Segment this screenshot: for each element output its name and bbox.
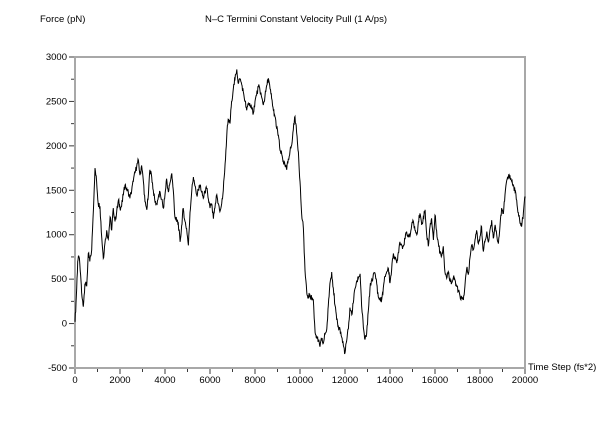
x-tick-label: 2000 [109, 375, 130, 386]
x-tick-label: 18000 [467, 375, 493, 386]
x-tick-label: 10000 [287, 375, 313, 386]
y-tick-label: 2000 [46, 141, 67, 152]
y-tick-label: 1500 [46, 185, 67, 196]
plot-frame [74, 56, 526, 369]
x-tick-label: 6000 [199, 375, 220, 386]
x-tick-label: 8000 [244, 375, 265, 386]
x-tick-label: 16000 [422, 375, 448, 386]
x-axis-title: Time Step (fs*2) [528, 362, 597, 373]
y-tick-label: 0 [62, 319, 67, 330]
y-tick-label: 3000 [46, 52, 67, 63]
y-axis-title: Force (pN) [40, 14, 86, 25]
y-tick-label: 2500 [46, 96, 67, 107]
x-tick-label: 0 [72, 375, 77, 386]
force-curve [74, 69, 526, 355]
x-tick-label: 20000 [512, 375, 538, 386]
x-tick-label: 12000 [332, 375, 358, 386]
y-tick-label: 1000 [46, 230, 67, 241]
y-tick-label: 500 [51, 274, 67, 285]
x-tick-label: 4000 [154, 375, 175, 386]
x-tick-label: 14000 [377, 375, 403, 386]
y-tick-label: -500 [48, 363, 67, 374]
chart-title: N–C Termini Constant Velocity Pull (1 A/… [205, 14, 387, 25]
